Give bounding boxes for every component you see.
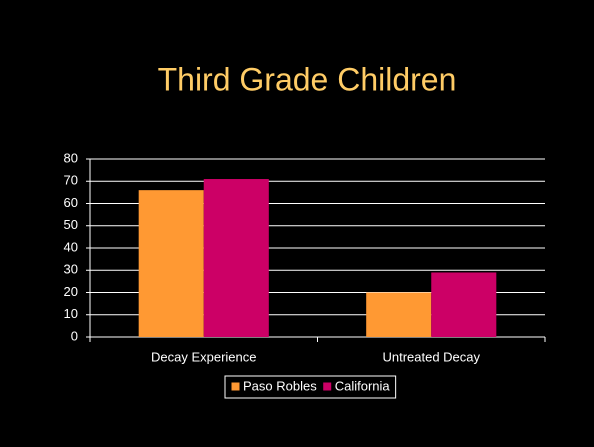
y-tick-label: 70 bbox=[64, 173, 78, 188]
bar bbox=[431, 272, 497, 337]
bar bbox=[203, 179, 269, 337]
y-tick-label: 30 bbox=[64, 262, 78, 277]
x-tick-label: Untreated Decay bbox=[382, 349, 480, 364]
legend-swatch bbox=[230, 381, 241, 392]
y-tick-label: 60 bbox=[64, 195, 78, 210]
bar bbox=[366, 292, 432, 337]
legend-label: California bbox=[335, 378, 391, 393]
y-tick-label: 20 bbox=[64, 284, 78, 299]
y-tick-label: 10 bbox=[64, 306, 78, 321]
legend: Paso Robles California bbox=[224, 375, 397, 399]
chart-title: Third Grade Children bbox=[158, 61, 457, 97]
y-tick-label: 0 bbox=[71, 328, 78, 343]
legend-swatch bbox=[322, 381, 333, 392]
legend-label: Paso Robles bbox=[243, 378, 317, 393]
y-tick-label: 50 bbox=[64, 217, 78, 232]
y-tick-label: 80 bbox=[64, 150, 78, 165]
x-tick-label: Decay Experience bbox=[151, 349, 257, 364]
legend-box bbox=[224, 375, 397, 399]
y-tick-label: 40 bbox=[64, 239, 78, 254]
bar bbox=[138, 190, 204, 337]
